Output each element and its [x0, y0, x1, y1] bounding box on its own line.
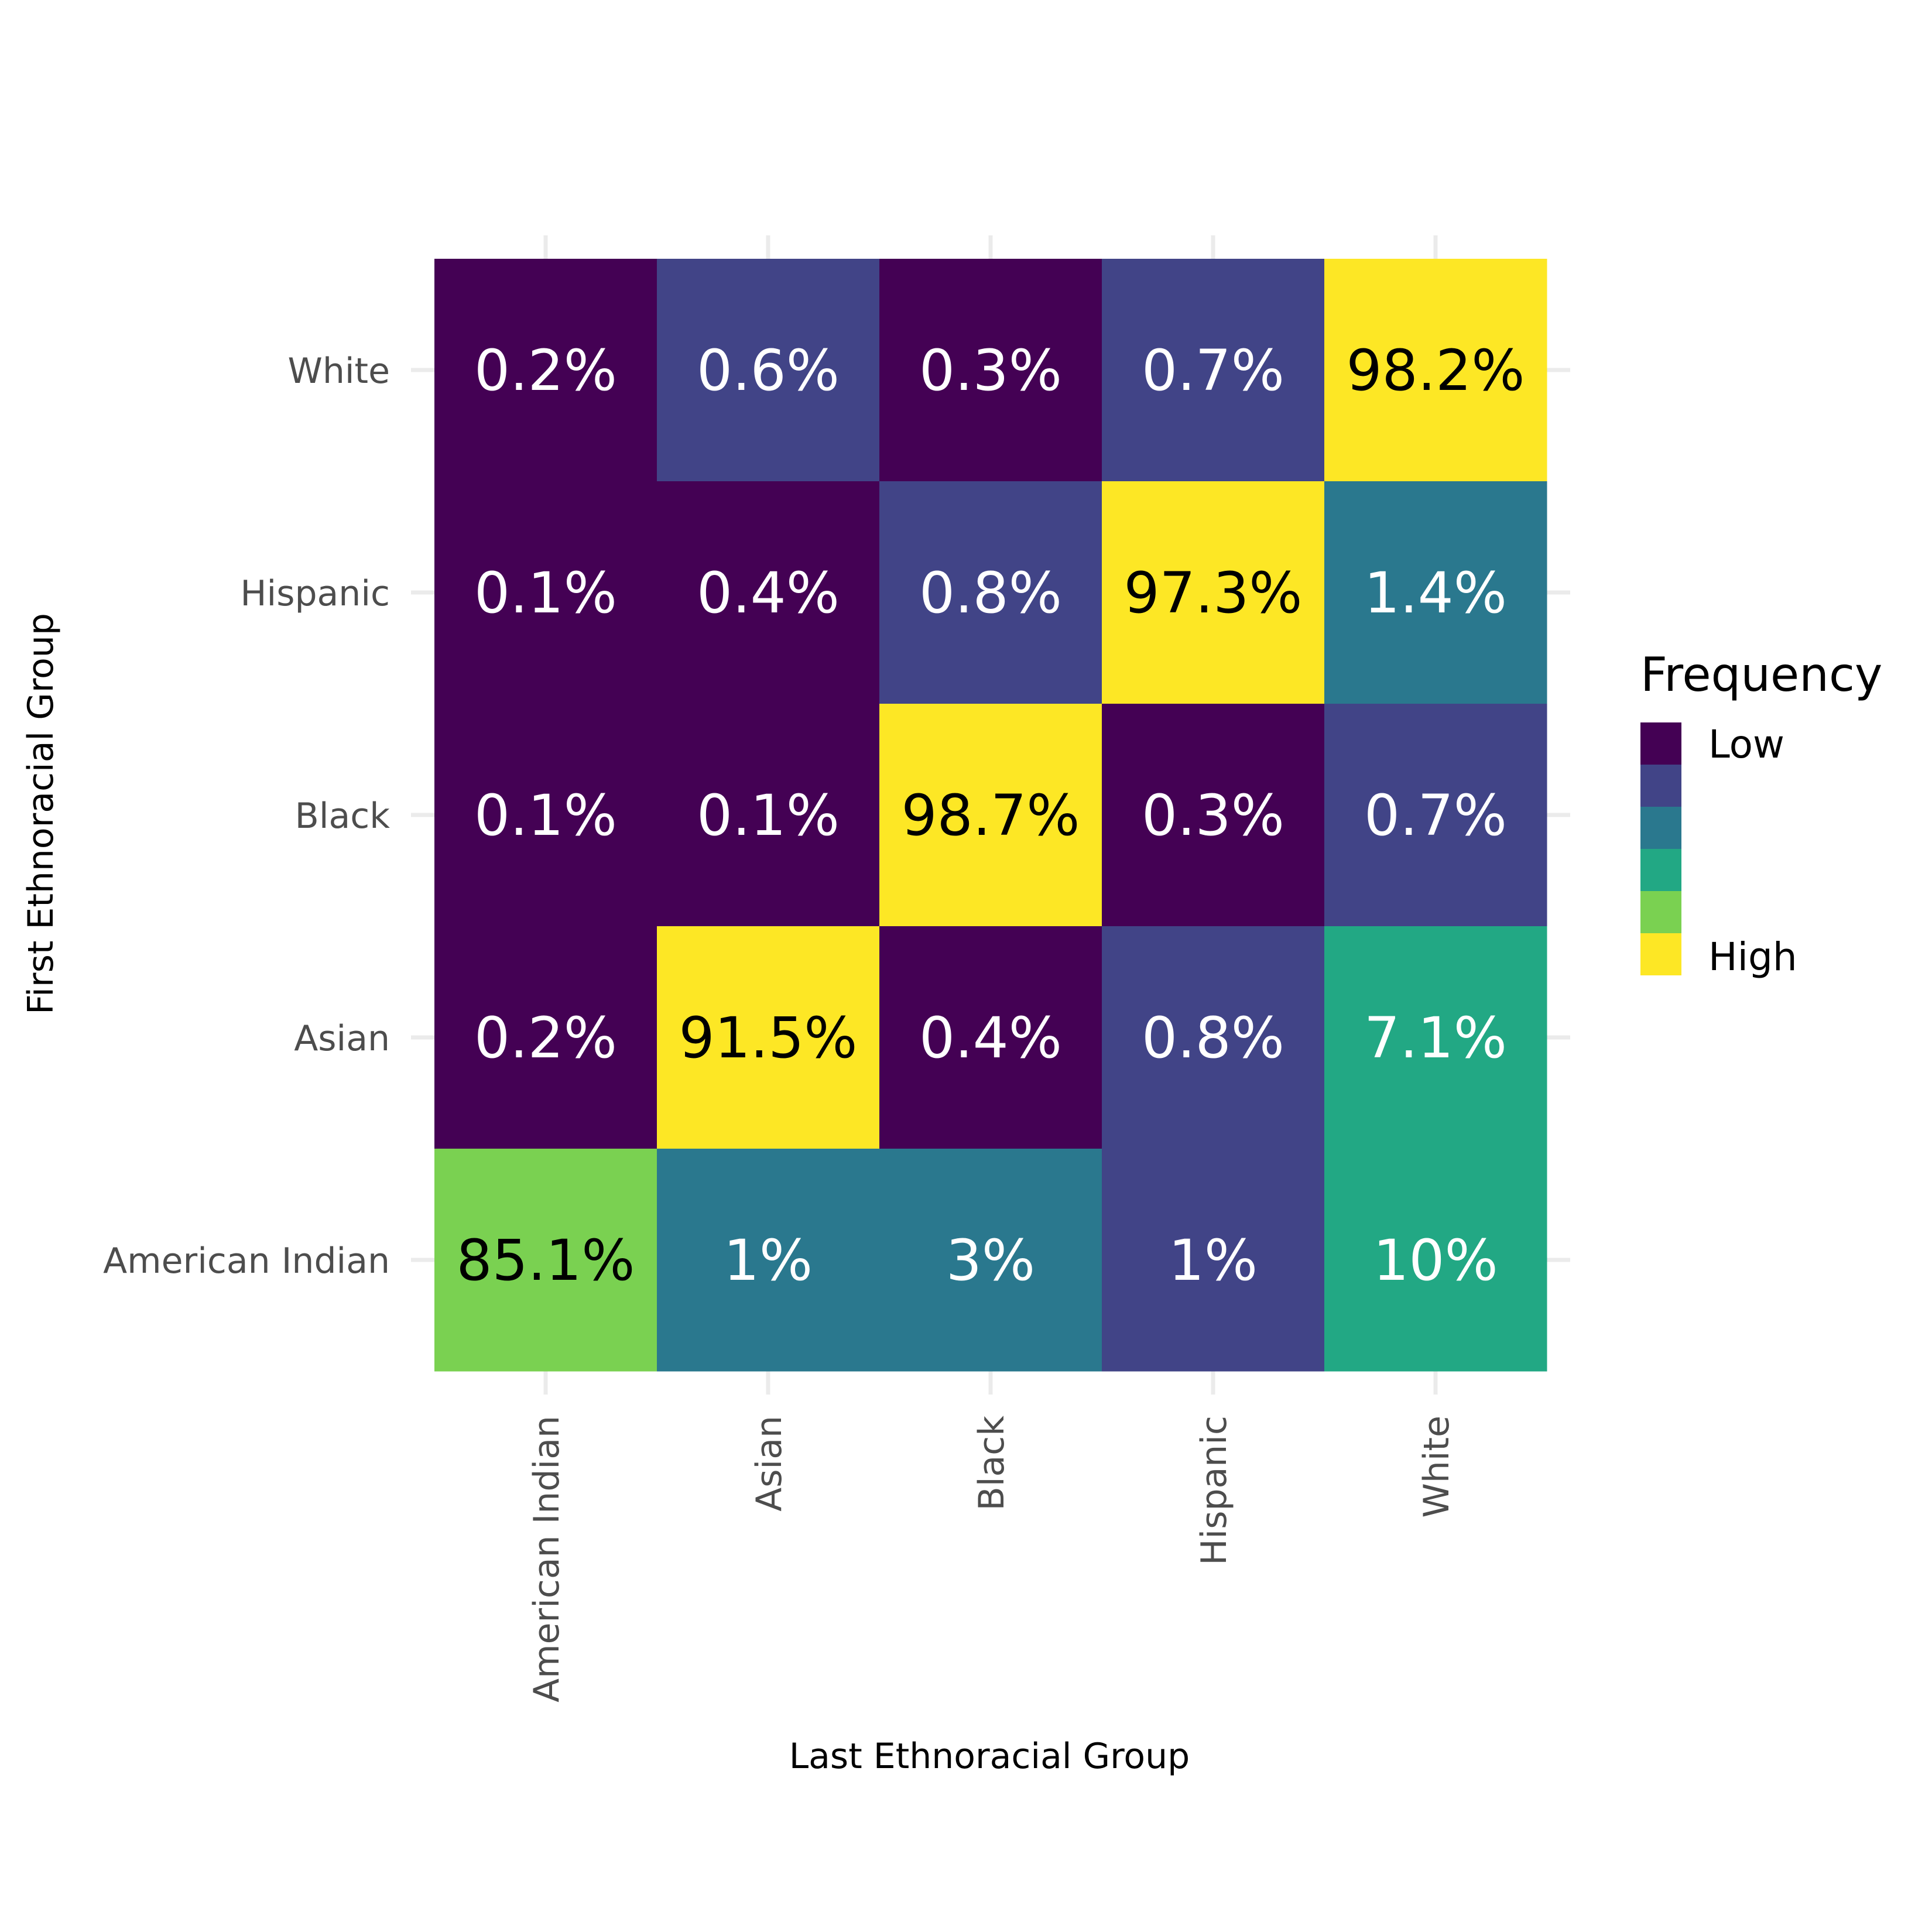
cell-value-label: 1% — [724, 1228, 813, 1293]
x-tick-label: Black — [971, 1416, 1012, 1511]
cell-value-label: 0.6% — [697, 338, 840, 403]
x-axis-tick-labels: American Indian Asian Black Hispanic White — [526, 1416, 1457, 1703]
heatmap-cells: 0.2% 0.6% 0.3% 0.7% 98.2% 0.1% 0.4% 0.8% 97.3% 1.… — [434, 259, 1547, 1372]
legend-key — [1640, 722, 1681, 765]
cell-value-label: 10% — [1373, 1228, 1498, 1293]
cell-value-label: 0.1% — [474, 783, 617, 848]
heatmap-cell — [1324, 1149, 1547, 1372]
heatmap-cell — [1324, 926, 1547, 1149]
cell-value-label: 1.4% — [1364, 560, 1507, 626]
heatmap-cell — [657, 1149, 880, 1372]
heatmap-cell — [434, 1149, 657, 1372]
heatmap-cell — [1324, 704, 1547, 927]
legend-key — [1640, 849, 1681, 891]
cell-value-label: 1% — [1169, 1228, 1258, 1293]
cell-value-label: 85.1% — [457, 1228, 635, 1293]
heatmap-cell — [1324, 259, 1547, 482]
cell-value-label: 97.3% — [1124, 560, 1303, 626]
x-tick-label: Hispanic — [1194, 1416, 1235, 1566]
legend-low-label: Low — [1708, 722, 1784, 767]
heatmap-cell — [657, 259, 880, 482]
cell-value-label: 0.3% — [919, 338, 1062, 403]
heatmap-cell — [434, 926, 657, 1149]
legend-key — [1640, 765, 1681, 807]
cell-value-label: 0.7% — [1142, 338, 1284, 403]
y-tick-label: White — [288, 351, 390, 392]
heatmap-cell — [1102, 704, 1325, 927]
y-axis-tick-labels: American Indian Asian Black Hispanic White — [103, 351, 390, 1282]
legend: Frequency Low High — [1640, 648, 1882, 979]
legend-title: Frequency — [1640, 648, 1882, 702]
heatmap-cell — [657, 481, 880, 704]
heatmap-cell — [879, 704, 1102, 927]
y-tick-label: American Indian — [103, 1241, 390, 1282]
x-tick-label: White — [1416, 1416, 1457, 1517]
heatmap-cell — [1102, 259, 1325, 482]
cell-value-label: 0.1% — [474, 560, 617, 626]
heatmap-cell — [434, 481, 657, 704]
cell-value-label: 0.4% — [697, 560, 840, 626]
cell-value-label: 0.8% — [919, 560, 1062, 626]
cell-value-label: 98.2% — [1347, 338, 1525, 403]
heatmap-cell — [1102, 481, 1325, 704]
cell-value-label: 0.4% — [919, 1005, 1062, 1071]
y-tick-label: Asian — [294, 1018, 390, 1059]
heatmap-cell — [657, 926, 880, 1149]
y-tick-label: Hispanic — [240, 573, 390, 614]
heatmap-cell — [879, 481, 1102, 704]
cell-value-label: 0.2% — [474, 1005, 617, 1071]
y-tick-label: Black — [295, 796, 390, 837]
cell-value-label: 0.1% — [697, 783, 840, 848]
x-tick-label: Asian — [749, 1416, 790, 1512]
heatmap-cell — [657, 704, 880, 927]
heatmap-cell — [879, 926, 1102, 1149]
heatmap-cell — [434, 259, 657, 482]
cell-value-label: 0.3% — [1142, 783, 1284, 848]
legend-key — [1640, 891, 1681, 933]
x-axis-title: Last Ethnoracial Group — [789, 1736, 1190, 1777]
cell-value-label: 7.1% — [1364, 1005, 1507, 1071]
legend-key — [1640, 807, 1681, 849]
legend-keys — [1640, 722, 1681, 975]
heatmap-cell — [1102, 926, 1325, 1149]
cell-value-label: 0.7% — [1364, 783, 1507, 848]
heatmap-cell — [879, 259, 1102, 482]
legend-key — [1640, 933, 1681, 975]
heatmap-cell — [879, 1149, 1102, 1372]
x-tick-label: American Indian — [526, 1416, 567, 1703]
y-axis-title: First Ethnoracial Group — [20, 613, 61, 1015]
heatmap-cell — [1102, 1149, 1325, 1372]
legend-high-label: High — [1708, 934, 1797, 979]
cell-value-label: 3% — [946, 1228, 1035, 1293]
cell-value-label: 91.5% — [679, 1005, 858, 1071]
heatmap-cell — [1324, 481, 1547, 704]
heatmap-cell — [434, 704, 657, 927]
cell-value-label: 0.2% — [474, 338, 617, 403]
cell-value-label: 98.7% — [902, 783, 1080, 848]
cell-value-label: 0.8% — [1142, 1005, 1284, 1071]
